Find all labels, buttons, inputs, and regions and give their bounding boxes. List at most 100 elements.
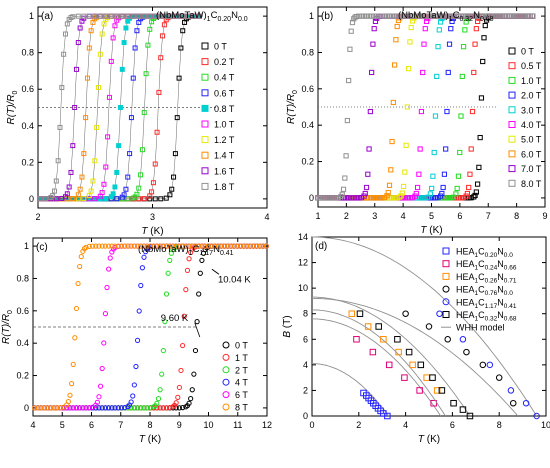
- data-point: [86, 13, 92, 19]
- y-axis-label: R(T)/R0: [6, 90, 19, 124]
- data-point: [469, 108, 476, 115]
- data-point: [128, 243, 134, 249]
- data-point: [476, 164, 482, 170]
- data-point: [78, 254, 84, 260]
- data-point: [156, 89, 162, 95]
- data-point: [133, 363, 139, 370]
- data-point: [365, 171, 371, 177]
- x-tick-label: 2: [356, 420, 361, 430]
- data-point: [486, 361, 494, 369]
- x-tick-label: 4: [403, 420, 408, 430]
- legend-marker: [508, 121, 516, 128]
- data-point: [99, 31, 105, 37]
- y-tick-label: 4: [303, 360, 308, 370]
- legend-label: 1.0 T: [214, 120, 235, 130]
- legend-marker: [201, 120, 209, 128]
- data-point: [159, 371, 165, 377]
- data-point: [152, 161, 158, 167]
- data-point: [104, 284, 110, 291]
- plot-frame: [311, 236, 547, 417]
- data-point: [369, 348, 377, 356]
- data-point: [86, 196, 92, 202]
- data-point: [417, 146, 423, 152]
- data-point: [362, 190, 368, 197]
- x-tick-label: 4: [401, 211, 406, 221]
- data-point: [459, 73, 465, 80]
- data-point: [409, 361, 416, 369]
- legend-marker: [201, 151, 209, 159]
- data-point: [263, 243, 269, 249]
- data-point: [119, 13, 125, 19]
- data-point: [185, 13, 191, 19]
- data-point: [106, 405, 112, 411]
- data-point: [208, 243, 215, 249]
- data-point: [398, 193, 404, 199]
- data-point: [157, 387, 163, 393]
- data-point: [114, 196, 120, 202]
- data-point: [89, 243, 96, 249]
- data-point: [108, 58, 114, 64]
- data-point: [472, 192, 478, 199]
- data-point: [260, 243, 266, 249]
- data-point: [134, 337, 141, 343]
- x-tick-label: 4: [30, 420, 35, 430]
- legend-label: 1.6 T: [214, 166, 235, 176]
- data-point: [420, 69, 426, 76]
- data-point: [125, 196, 131, 202]
- data-point: [95, 85, 101, 91]
- legend-marker: [508, 165, 516, 173]
- x-tick-label: 2: [344, 211, 349, 221]
- y-tick-label: 14: [298, 232, 308, 242]
- data-point: [114, 13, 120, 19]
- data-point: [102, 405, 108, 411]
- data-point: [438, 387, 446, 394]
- data-point: [152, 196, 158, 202]
- data-point: [131, 382, 137, 388]
- data-point: [118, 243, 125, 249]
- data-point: [402, 169, 408, 175]
- y-tick-label: 8: [303, 309, 308, 319]
- data-point: [453, 191, 459, 197]
- data-point: [425, 323, 433, 330]
- data-point: [72, 335, 78, 341]
- data-point: [458, 113, 464, 119]
- data-point: [384, 193, 390, 199]
- y-tick-label: 0.2: [16, 371, 29, 381]
- data-point: [130, 393, 136, 399]
- data-point: [158, 13, 164, 19]
- data-point: [136, 185, 142, 191]
- y-tick-label: 0: [29, 194, 34, 204]
- x-tick-label: 11: [233, 420, 242, 430]
- data-point: [115, 405, 121, 411]
- data-point: [466, 184, 472, 191]
- data-point: [59, 85, 65, 91]
- legend-marker: [222, 366, 230, 374]
- data-point: [106, 94, 112, 100]
- data-point: [221, 243, 228, 249]
- data-point: [125, 174, 131, 180]
- data-point: [189, 243, 195, 249]
- data-point: [180, 405, 186, 411]
- data-point: [423, 18, 430, 25]
- legend-marker: [442, 260, 450, 268]
- legend-marker: [508, 47, 516, 55]
- data-point: [141, 196, 147, 202]
- data-point: [53, 178, 59, 184]
- legend-marker: [508, 179, 516, 187]
- data-point: [122, 404, 128, 411]
- legend-label: 0 T: [214, 42, 227, 52]
- data-point: [37, 196, 43, 202]
- data-point: [96, 394, 102, 400]
- data-point: [174, 115, 180, 121]
- legend-marker: [222, 378, 230, 386]
- data-point: [101, 340, 107, 346]
- data-point: [96, 405, 102, 411]
- data-point: [435, 44, 441, 50]
- data-point: [186, 243, 192, 249]
- data-point: [231, 243, 237, 249]
- data-point: [472, 41, 478, 47]
- data-point: [73, 305, 80, 312]
- data-point: [55, 158, 61, 164]
- series-0: [312, 363, 391, 420]
- data-point: [73, 66, 79, 72]
